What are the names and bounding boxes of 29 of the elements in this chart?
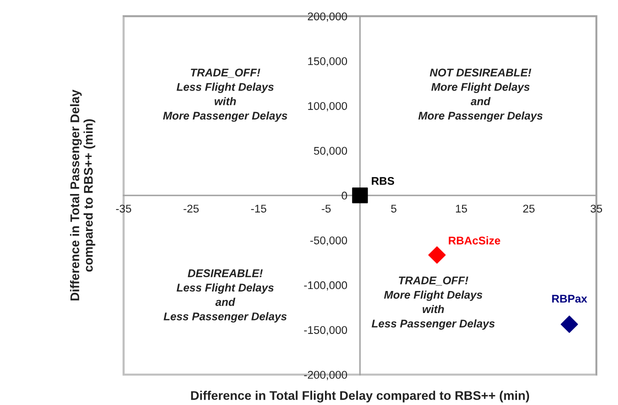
y-tick-label: -100,000 [304, 281, 348, 290]
y-axis-title: Difference in Total Passenger Delay compared to RBS++ (min) [70, 90, 96, 300]
x-tick-label: 35 [590, 204, 602, 213]
x-tick-label: 15 [456, 204, 468, 213]
y-tick-label: 50,000 [314, 146, 348, 156]
series-label: RBS [372, 177, 394, 185]
series-label: RBPax [552, 294, 588, 303]
x-tick-label: -25 [184, 204, 199, 213]
annotation: TRADE_OFF! Less Flight Delays with More Passenger Delays [163, 68, 288, 122]
annotation: TRADE_OFF! More Flight Delays with Less Passenger Delays [372, 276, 495, 330]
x-tick-label: 25 [523, 204, 535, 213]
annotation: DESIREABLE! Less Flight Delays and Less Passenger Delays [164, 269, 287, 323]
series-label: RBAcSize [448, 236, 500, 244]
y-tick-label: 0 [342, 192, 348, 200]
x-axis-title: Difference in Total Flight Delay compared to RBS++ (min) [191, 390, 530, 402]
y-tick-label: -200,000 [304, 370, 348, 380]
y-tick-label: -150,000 [304, 326, 348, 336]
x-tick-label: -15 [251, 204, 266, 213]
x-tick-label: 5 [391, 204, 396, 213]
point [560, 316, 578, 333]
y-tick-label: 150,000 [308, 57, 348, 66]
x-tick-label: -5 [322, 204, 331, 213]
y-tick-label: 100,000 [308, 102, 348, 112]
annotation: NOT DESIREABLE! More Flight Delays and More Passenger Delays [418, 68, 543, 122]
x-tick-label: -35 [116, 204, 132, 213]
point [428, 246, 446, 264]
point [352, 188, 368, 204]
y-tick-label: 200,000 [308, 12, 348, 22]
y-tick-label: -50,000 [310, 236, 348, 246]
